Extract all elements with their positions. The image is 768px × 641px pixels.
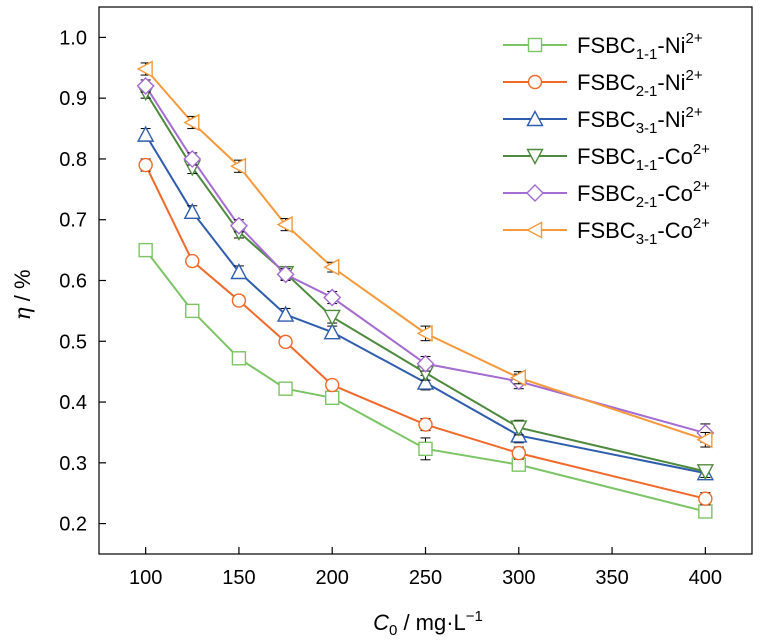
legend-label: FSBC2-1-Ni2+ bbox=[577, 67, 703, 100]
legend-label: FSBC3-1-Co2+ bbox=[577, 215, 710, 248]
data-point bbox=[136, 77, 155, 96]
data-point bbox=[323, 323, 341, 340]
series-layer bbox=[136, 60, 715, 519]
data-point bbox=[231, 351, 247, 366]
data-point bbox=[511, 445, 526, 461]
data-point bbox=[138, 242, 153, 258]
x-axis-label-subscript: 0 bbox=[389, 622, 397, 639]
y-tick-label: 1.0 bbox=[59, 27, 87, 49]
data-point bbox=[276, 305, 295, 322]
data-point bbox=[510, 420, 528, 437]
data-point bbox=[696, 431, 713, 449]
data-point bbox=[418, 441, 433, 457]
series-1 bbox=[138, 242, 713, 519]
x-tick-label: 250 bbox=[409, 567, 442, 589]
data-point bbox=[698, 491, 713, 506]
y-tick-label: 0.7 bbox=[59, 210, 87, 232]
y-axis-label: η / % bbox=[10, 269, 36, 320]
x-axis: 100 150 200 250 300 350 400 bbox=[129, 547, 722, 589]
y-tick-label: 0.5 bbox=[59, 331, 87, 353]
x-tick-label: 100 bbox=[129, 567, 162, 589]
data-point bbox=[183, 149, 202, 168]
data-point bbox=[418, 417, 433, 432]
legend: FSBC1-1-Ni2+ FSBC2-1-Ni2+ FSBC3-1-Ni2+ FSBC… bbox=[503, 30, 710, 248]
x-tick-label: 200 bbox=[316, 567, 349, 589]
data-point bbox=[229, 216, 248, 235]
y-tick-label: 0.2 bbox=[59, 514, 87, 536]
series-line bbox=[144, 249, 706, 513]
data-point bbox=[416, 324, 433, 343]
data-point bbox=[323, 288, 342, 307]
data-point bbox=[276, 265, 295, 284]
legend-label: FSBC1-1-Ni2+ bbox=[577, 30, 703, 63]
x-tick-label: 300 bbox=[502, 567, 535, 589]
legend-item: FSBC1-1-Co2+ bbox=[503, 141, 710, 174]
x-axis-label: C0 / mg·L−1 bbox=[373, 608, 483, 639]
legend-label: FSBC2-1-Co2+ bbox=[577, 178, 710, 211]
y-axis-label-symbol: η bbox=[11, 307, 36, 320]
data-point bbox=[183, 113, 200, 132]
data-point bbox=[185, 303, 200, 319]
y-tick-label: 0.9 bbox=[59, 88, 87, 110]
y-tick-label: 0.4 bbox=[59, 392, 87, 414]
data-point bbox=[138, 157, 153, 173]
x-axis-label-superscript: −1 bbox=[466, 608, 483, 625]
x-tick-label: 400 bbox=[689, 567, 722, 589]
data-point bbox=[325, 390, 340, 406]
data-point bbox=[230, 263, 248, 280]
series-line bbox=[144, 134, 706, 475]
data-point bbox=[278, 334, 293, 350]
series-2 bbox=[138, 157, 713, 506]
y-axis-label-unit: / % bbox=[10, 269, 35, 307]
x-axis-label-symbol: C bbox=[373, 610, 389, 635]
data-point bbox=[323, 258, 340, 276]
y-axis: 0.2 0.3 0.4 0.5 0.6 0.7 0.8 0.9 1.0 bbox=[59, 27, 106, 536]
legend-label: FSBC3-1-Ni2+ bbox=[577, 104, 703, 137]
legend-marker bbox=[527, 37, 543, 53]
data-point bbox=[278, 381, 293, 396]
data-point bbox=[231, 293, 247, 308]
data-point bbox=[183, 202, 201, 220]
data-point bbox=[325, 377, 340, 393]
data-point bbox=[276, 215, 293, 234]
y-tick-label: 0.3 bbox=[59, 453, 87, 475]
data-point bbox=[185, 253, 200, 269]
series-line bbox=[144, 68, 706, 441]
data-point bbox=[416, 373, 435, 390]
data-point bbox=[229, 157, 247, 175]
legend-marker bbox=[526, 184, 544, 202]
series-line bbox=[144, 85, 706, 435]
legend-marker bbox=[526, 221, 543, 239]
legend-label: FSBC1-1-Co2+ bbox=[577, 141, 710, 174]
x-axis-label-unit: / mg·L bbox=[397, 610, 465, 635]
data-point bbox=[136, 125, 155, 142]
legend-marker bbox=[526, 148, 544, 165]
data-point bbox=[509, 369, 526, 387]
data-point bbox=[136, 60, 153, 78]
data-point bbox=[696, 464, 715, 481]
series-line bbox=[144, 91, 706, 473]
legend-marker bbox=[526, 110, 544, 127]
legend-item: FSBC2-1-Co2+ bbox=[503, 178, 710, 211]
data-point bbox=[698, 504, 713, 519]
legend-marker bbox=[527, 74, 543, 90]
legend-item: FSBC1-1-Ni2+ bbox=[503, 30, 703, 63]
legend-item: FSBC2-1-Ni2+ bbox=[503, 67, 703, 100]
series-6 bbox=[136, 60, 713, 449]
series-line bbox=[144, 164, 706, 500]
x-tick-label: 150 bbox=[222, 567, 255, 589]
legend-item: FSBC3-1-Ni2+ bbox=[503, 104, 703, 137]
y-tick-label: 0.8 bbox=[59, 149, 87, 171]
legend-item: FSBC3-1-Co2+ bbox=[503, 215, 710, 248]
y-tick-label: 0.6 bbox=[59, 271, 87, 293]
data-point bbox=[416, 354, 435, 373]
x-tick-label: 350 bbox=[595, 567, 628, 589]
data-point bbox=[323, 309, 341, 326]
